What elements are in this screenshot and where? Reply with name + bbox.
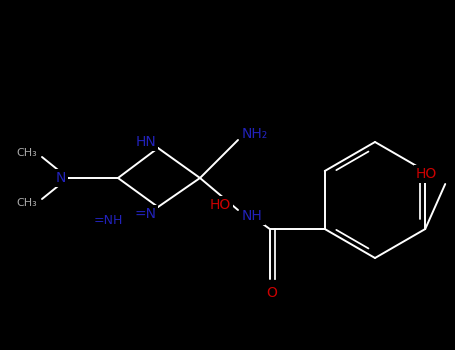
Text: HN: HN xyxy=(135,135,156,149)
Text: =NH: =NH xyxy=(93,214,123,226)
Text: O: O xyxy=(266,286,277,300)
Text: HO: HO xyxy=(416,167,437,181)
Text: CH₃: CH₃ xyxy=(16,198,37,208)
Text: N: N xyxy=(56,171,66,185)
Text: HO: HO xyxy=(209,198,231,212)
Text: NH₂: NH₂ xyxy=(242,127,268,141)
Text: =N: =N xyxy=(134,207,156,221)
Text: CH₃: CH₃ xyxy=(16,148,37,158)
Text: NH: NH xyxy=(242,209,263,223)
